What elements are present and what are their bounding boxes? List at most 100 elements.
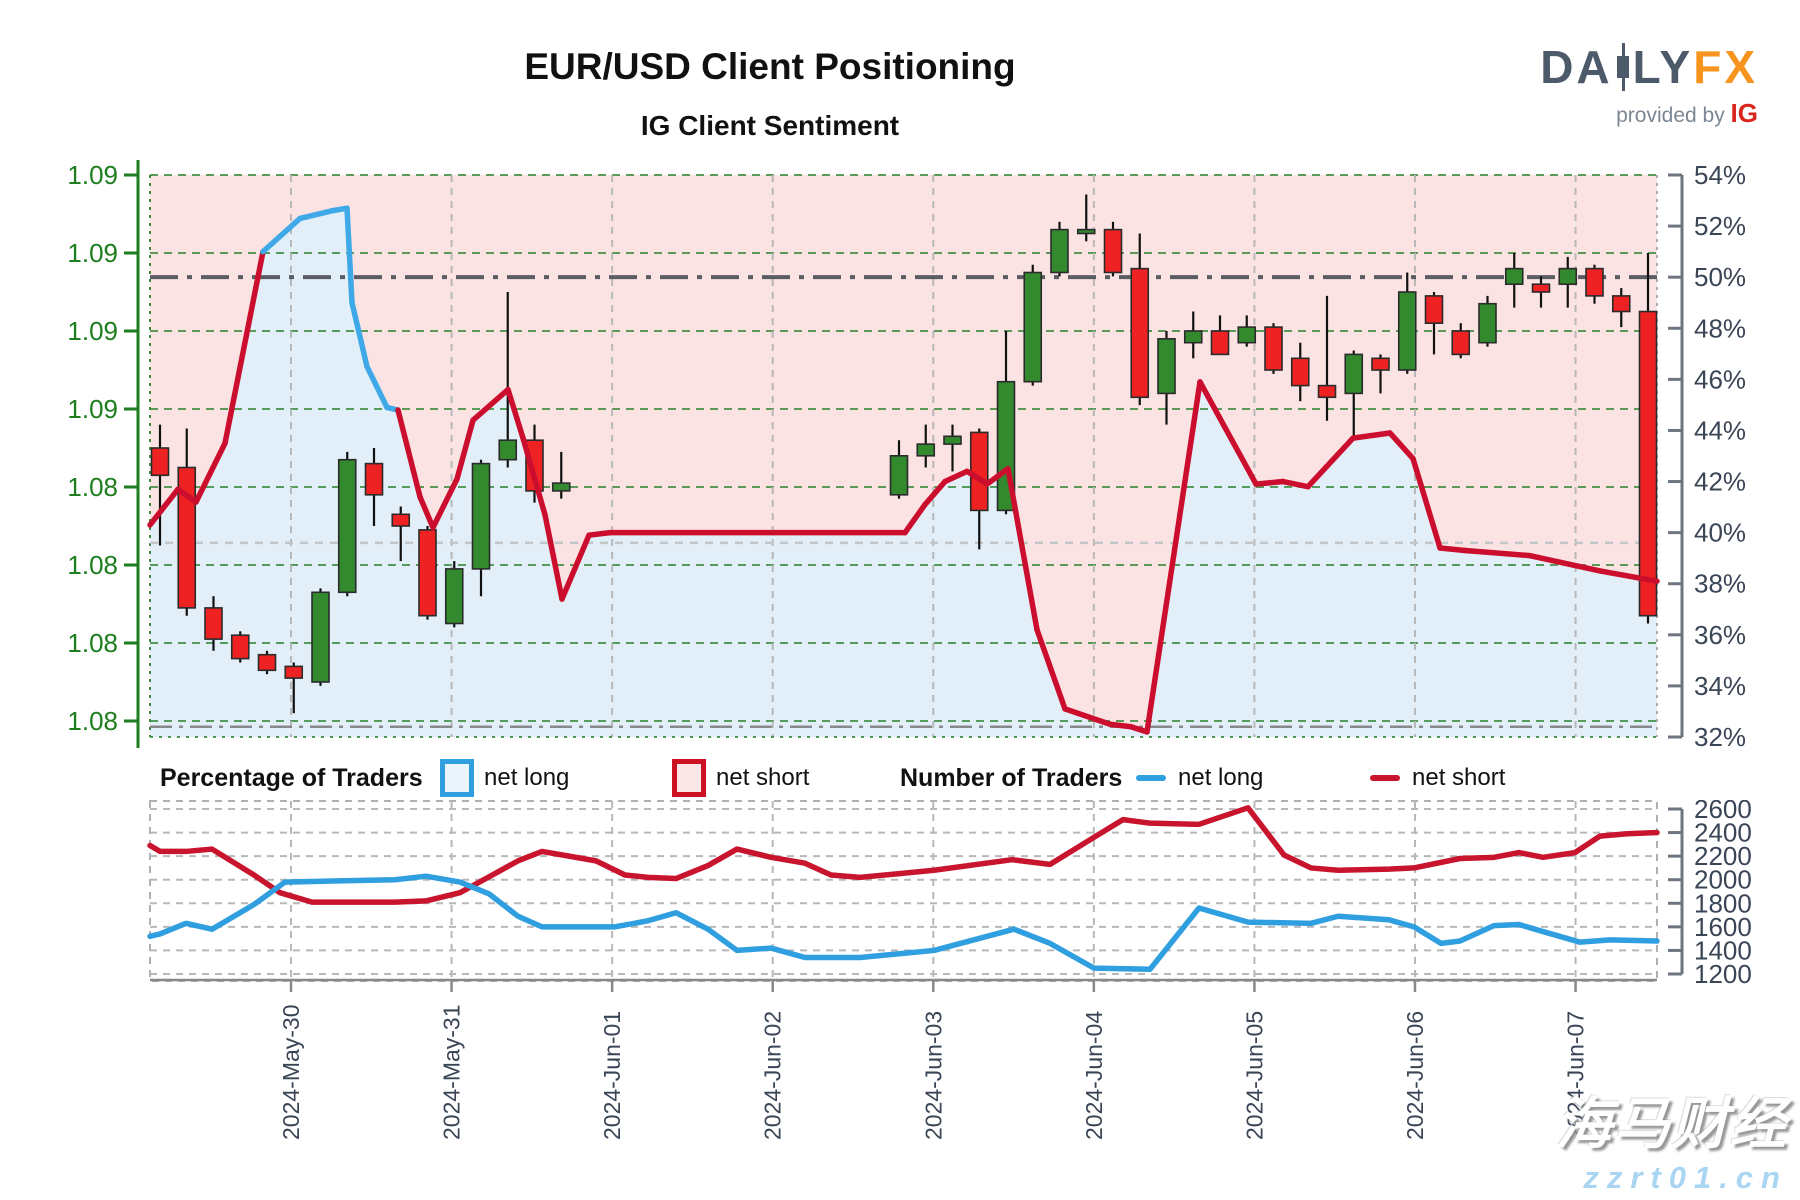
net-long-line-swatch bbox=[1136, 775, 1166, 781]
candle-up bbox=[1050, 221, 1069, 277]
candle-body bbox=[177, 466, 197, 609]
sentiment-line-net-short bbox=[1107, 721, 1134, 730]
sub-right-axis-label: 2600 bbox=[1694, 800, 1752, 824]
sentiment-line-net-short bbox=[964, 468, 990, 487]
candle-down bbox=[1424, 292, 1444, 355]
sentiment-line-net-short bbox=[470, 386, 511, 423]
sentiment-line-net-long bbox=[260, 215, 303, 255]
sub-right-axis-label: 2000 bbox=[1694, 865, 1752, 895]
candle-body bbox=[1076, 228, 1096, 235]
candle-down bbox=[418, 526, 437, 620]
left-axis-label: 1.09 bbox=[67, 160, 118, 190]
right-axis-label: 40% bbox=[1694, 518, 1746, 548]
sentiment-line-net-short bbox=[1527, 552, 1603, 574]
candle-down bbox=[1638, 253, 1658, 624]
candle-down bbox=[1531, 276, 1551, 308]
watermark-brand: 海马财经 bbox=[1556, 1092, 1788, 1155]
sentiment-line-net-short bbox=[902, 501, 928, 536]
sentiment-line-net-short bbox=[942, 468, 970, 485]
left-axis-label: 1.08 bbox=[67, 550, 118, 580]
candle-body bbox=[1478, 302, 1497, 344]
dailyfx-logo: DA LY FX provided by IG bbox=[1540, 40, 1758, 129]
sentiment-line-net-short bbox=[1410, 455, 1443, 551]
sentiment-line-net-short bbox=[395, 407, 423, 500]
candle-body bbox=[204, 607, 223, 640]
right-axis-label: 54% bbox=[1694, 160, 1746, 190]
date-label: 2024-May-30 bbox=[278, 1004, 304, 1140]
right-axis-label: 52% bbox=[1694, 211, 1746, 241]
candle-up bbox=[471, 459, 491, 597]
candle-body bbox=[1237, 326, 1257, 344]
sub-right-axis-label: 1400 bbox=[1694, 935, 1752, 965]
sentiment-line-net-short bbox=[1144, 379, 1203, 735]
candle-down bbox=[1264, 323, 1283, 374]
right-axis-label: 50% bbox=[1694, 262, 1746, 292]
sentiment-line-net-short bbox=[1350, 430, 1393, 441]
sentiment-line-net-short bbox=[1597, 568, 1660, 584]
sentiment-line-net-short bbox=[505, 386, 526, 441]
candle-body bbox=[311, 591, 330, 683]
sentiment-line-net-short bbox=[147, 486, 181, 528]
candle-body bbox=[471, 462, 491, 570]
candle-up bbox=[943, 424, 962, 472]
candle-body bbox=[1344, 353, 1364, 395]
candle-body bbox=[1504, 267, 1524, 286]
candle-body bbox=[943, 435, 962, 445]
sentiment-line-net-long bbox=[297, 208, 335, 222]
candle-down bbox=[230, 631, 250, 663]
candle-down bbox=[1210, 315, 1230, 356]
candle-body bbox=[525, 439, 544, 492]
candle-up bbox=[551, 451, 571, 499]
candle-body bbox=[257, 653, 277, 672]
candle-body bbox=[916, 443, 936, 457]
date-label: 2024-Jun-05 bbox=[1241, 1011, 1267, 1140]
sentiment-line-net-short bbox=[542, 512, 565, 602]
logo-da: DA bbox=[1540, 41, 1613, 93]
candle-body bbox=[284, 665, 304, 679]
watermark: 海马财经 zzrt01.cn bbox=[1556, 1079, 1788, 1196]
sentiment-line-net-short bbox=[586, 529, 613, 538]
candle-up bbox=[889, 440, 909, 499]
candle-down bbox=[284, 662, 304, 714]
sentiment-line-net-long bbox=[344, 205, 355, 306]
left-axis-label: 1.09 bbox=[67, 394, 118, 424]
legend-number-of-traders: Number of Traders bbox=[900, 763, 1123, 792]
candle-down bbox=[150, 424, 170, 546]
left-axis-label: 1.09 bbox=[67, 238, 118, 268]
candle-body bbox=[1585, 267, 1604, 297]
sentiment-line-net-short bbox=[175, 486, 199, 505]
sentiment-line-net-short bbox=[417, 494, 436, 531]
candle-up bbox=[1237, 315, 1257, 347]
right-axis-label: 48% bbox=[1694, 313, 1746, 343]
candle-up bbox=[1558, 256, 1578, 308]
sentiment-line-net-long bbox=[364, 363, 390, 411]
legend-pct-net-long: net long bbox=[484, 764, 570, 791]
sentiment-line-net-short bbox=[559, 532, 592, 602]
date-label: 2024-Jun-07 bbox=[1563, 1011, 1589, 1140]
date-label: 2024-Jun-03 bbox=[920, 1011, 946, 1140]
chart-subtitle: IG Client Sentiment bbox=[640, 110, 900, 141]
watermark-url: zzrt01.cn bbox=[1583, 1160, 1788, 1195]
candle-down bbox=[364, 448, 384, 526]
page-title: EUR/USD Client Positioning bbox=[524, 46, 1016, 87]
sentiment-line-net-short bbox=[1462, 547, 1533, 559]
candle-up bbox=[1183, 311, 1203, 359]
logo-candlestick-icon bbox=[1616, 43, 1629, 91]
sentiment-line-net-short bbox=[922, 478, 948, 508]
candle-body bbox=[1264, 326, 1283, 371]
sentiment-line-net-long bbox=[349, 299, 370, 370]
candle-body bbox=[1611, 295, 1631, 313]
candle-body bbox=[230, 634, 250, 660]
sentiment-line-net-short bbox=[1253, 478, 1286, 487]
candle-down bbox=[177, 428, 197, 616]
sentiment-line-net-short bbox=[1437, 545, 1468, 554]
candle-down bbox=[1290, 342, 1310, 402]
candle-up bbox=[311, 588, 330, 686]
candle-body bbox=[1558, 267, 1578, 286]
candle-body bbox=[1290, 357, 1310, 387]
candle-down bbox=[1371, 354, 1390, 394]
sub-right-axis-label: 1600 bbox=[1694, 912, 1752, 942]
candle-down bbox=[1585, 264, 1604, 304]
candle-down bbox=[1130, 233, 1150, 406]
